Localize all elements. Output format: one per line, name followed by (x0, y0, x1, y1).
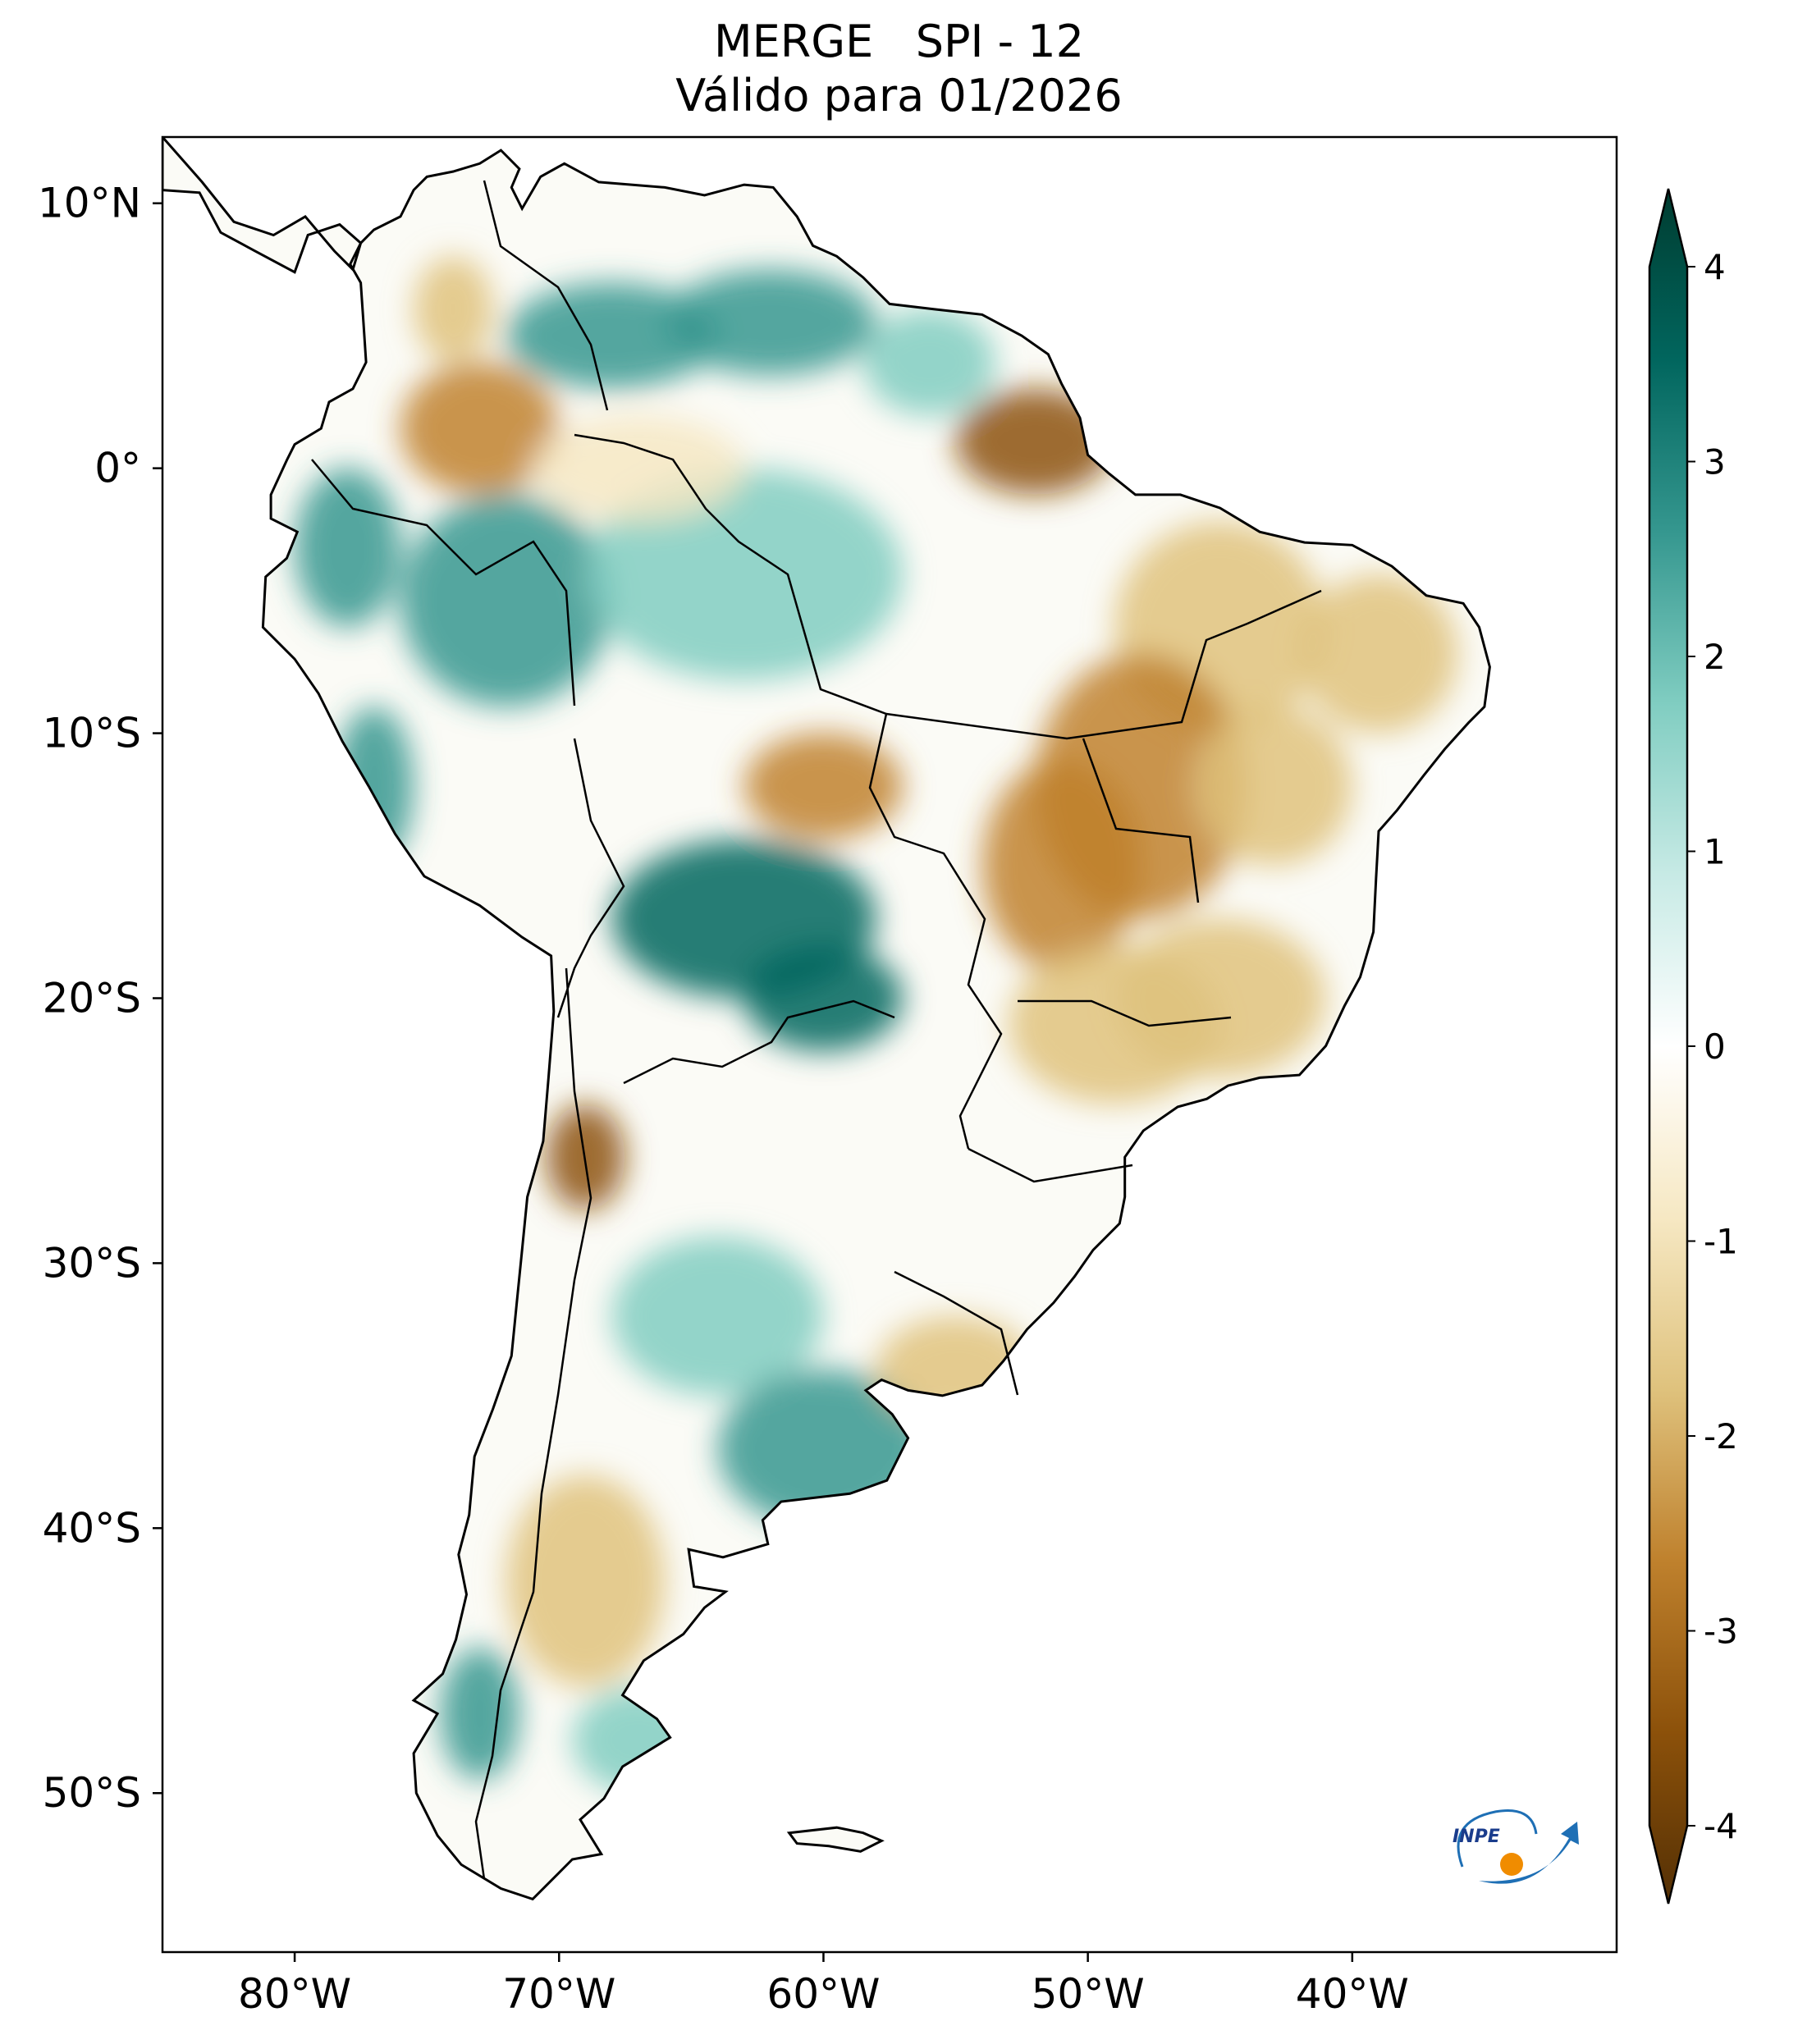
colorbar-scale (1648, 188, 1689, 1905)
longitude-axis: 80°W 70°W 60°W 50°W 40°W (238, 1952, 1409, 2018)
border-peru-bolivia (556, 738, 625, 1018)
border-brazil-west (574, 433, 1003, 1150)
colorbar-tick-label: -4 (1704, 1806, 1738, 1846)
colorbar-tick-label: -2 (1704, 1416, 1738, 1456)
inpe-logo-mark (1457, 1809, 1579, 1884)
title-line-validity: Válido para 01/2026 (675, 70, 1123, 121)
spi-anomaly-region (533, 415, 744, 522)
inpe-logo: INPE (1446, 1789, 1585, 1887)
spi-anomaly-region (400, 494, 612, 707)
lon-tick-label: 70°W (502, 1970, 615, 2018)
spi-anomaly-region (743, 733, 904, 839)
spi-anomaly-region (440, 1647, 519, 1781)
lat-tick-label: 50°S (43, 1769, 141, 1817)
lat-tick-label: 20°S (43, 974, 141, 1022)
logo-sun-icon (1500, 1853, 1523, 1876)
map-frame (161, 135, 1618, 1954)
spi-anomaly-region (981, 759, 1141, 972)
spi-anomaly-region (743, 944, 904, 1052)
spi-anomaly-region (506, 282, 718, 389)
map-title: MERGE SPI - 12 Válido para 01/2026 (0, 15, 1798, 123)
border-bolivia-paraguay (623, 999, 895, 1085)
border-ecuador-peru (311, 459, 576, 706)
colorbar-tick-label: 0 (1704, 1027, 1726, 1067)
lat-tick-label: 0° (94, 445, 141, 492)
colorbar: 4 3 2 1 0 -1 -2 -3 -4 (1648, 188, 1738, 1905)
border-uruguay (894, 1270, 1019, 1396)
lon-tick-label: 60°W (766, 1970, 880, 2018)
spi-anomaly-region (295, 468, 400, 628)
spi-anomaly-region (611, 1237, 824, 1396)
colorbar-tick-label: -3 (1704, 1612, 1738, 1652)
lon-tick-label: 50°W (1032, 1970, 1145, 2018)
spi-anomaly-region (400, 362, 560, 495)
colorbar-tick-label: 2 (1704, 637, 1726, 677)
border-brazil-states (885, 589, 1322, 1183)
country-borders (311, 180, 1322, 1880)
border-colombia-venezuela (483, 180, 609, 411)
colorbar-tick-label: 4 (1704, 247, 1726, 287)
spi-anomaly-region (585, 468, 904, 680)
spi-anomaly-field (295, 256, 1458, 1794)
spi-anomaly-region (955, 388, 1114, 495)
spi-anomaly-region (1008, 944, 1220, 1104)
colorbar-ticks: 4 3 2 1 0 -1 -2 -3 -4 (1687, 247, 1738, 1846)
colorbar-tick-label: 3 (1704, 442, 1726, 482)
lat-tick-label: 30°S (43, 1239, 141, 1287)
logo-text: INPE (1453, 1827, 1500, 1847)
lat-tick-label: 40°S (43, 1504, 141, 1552)
coastline (162, 137, 1491, 1901)
border-argentina-chile (474, 967, 592, 1880)
colorbar-tick-label: -1 (1704, 1222, 1738, 1262)
spi-anomaly-region (1299, 574, 1458, 734)
spi-anomaly-region (665, 269, 876, 376)
lon-tick-label: 80°W (238, 1970, 351, 2018)
title-line-product: MERGE SPI - 12 (714, 16, 1084, 67)
latitude-axis: 10°N 0° 10°S 20°S 30°S 40°S 50°S (38, 180, 162, 1817)
spi-anomaly-region (506, 1475, 666, 1688)
lat-tick-label: 10°S (43, 710, 141, 757)
logo-orbit-icon (1457, 1809, 1538, 1868)
colorbar-tick-label: 1 (1704, 832, 1726, 872)
spi-anomaly-region (414, 256, 493, 363)
lat-tick-label: 10°N (38, 180, 141, 227)
lon-tick-label: 40°W (1296, 1970, 1409, 2018)
spi-anomaly-region (862, 309, 995, 416)
spi-anomaly-region (1193, 706, 1352, 867)
